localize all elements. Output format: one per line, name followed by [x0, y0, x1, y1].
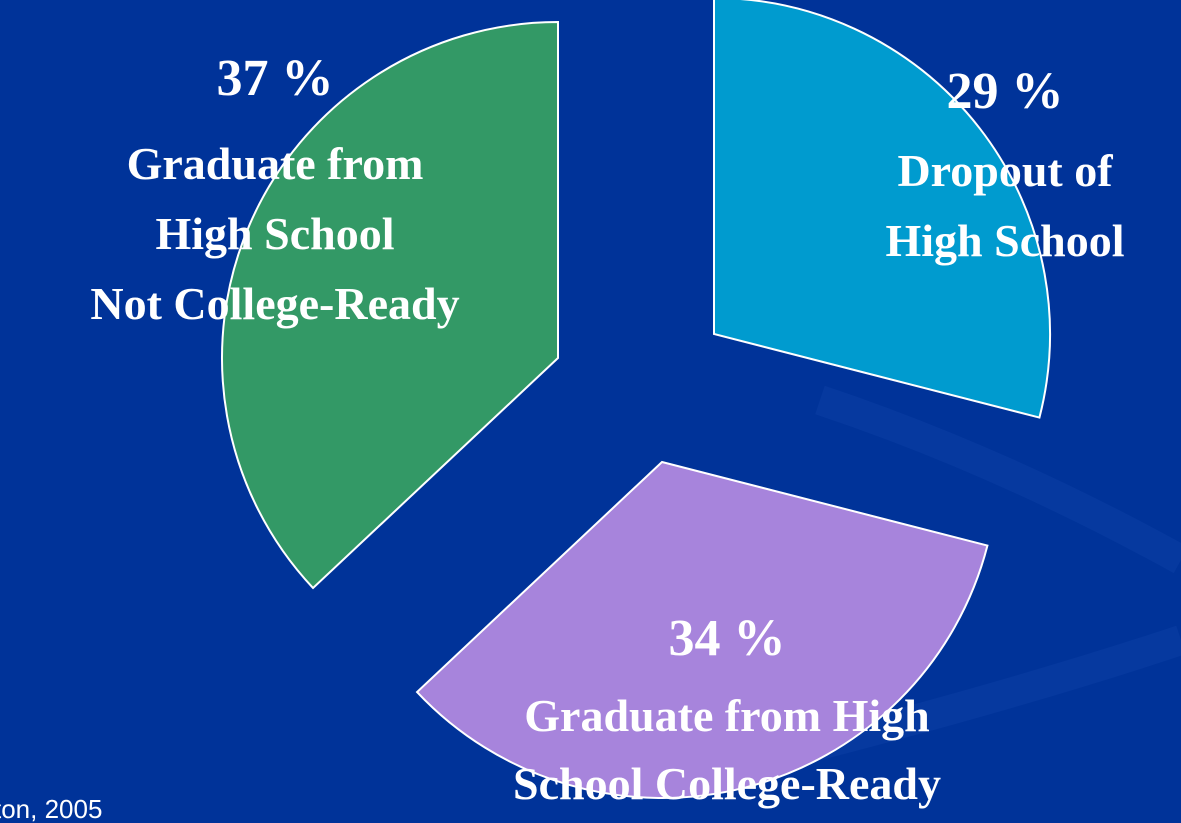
- pie-slice: [221, 20, 559, 590]
- pie-slice: [415, 460, 989, 799]
- category-label: High School: [885, 215, 1124, 266]
- value-label: 34 %: [669, 610, 786, 667]
- category-label: Graduate from High: [524, 690, 929, 741]
- pie-slice: [713, 0, 1051, 419]
- category-label: Dropout of: [897, 145, 1113, 196]
- category-label: School College-Ready: [513, 758, 941, 809]
- category-label: Graduate from: [127, 138, 424, 189]
- value-label: 29 %: [947, 63, 1064, 120]
- value-label: 37 %: [217, 50, 334, 107]
- category-label: High School: [155, 208, 394, 259]
- source-note: ton, 2005: [0, 794, 102, 823]
- category-label: Not College-Ready: [90, 278, 459, 329]
